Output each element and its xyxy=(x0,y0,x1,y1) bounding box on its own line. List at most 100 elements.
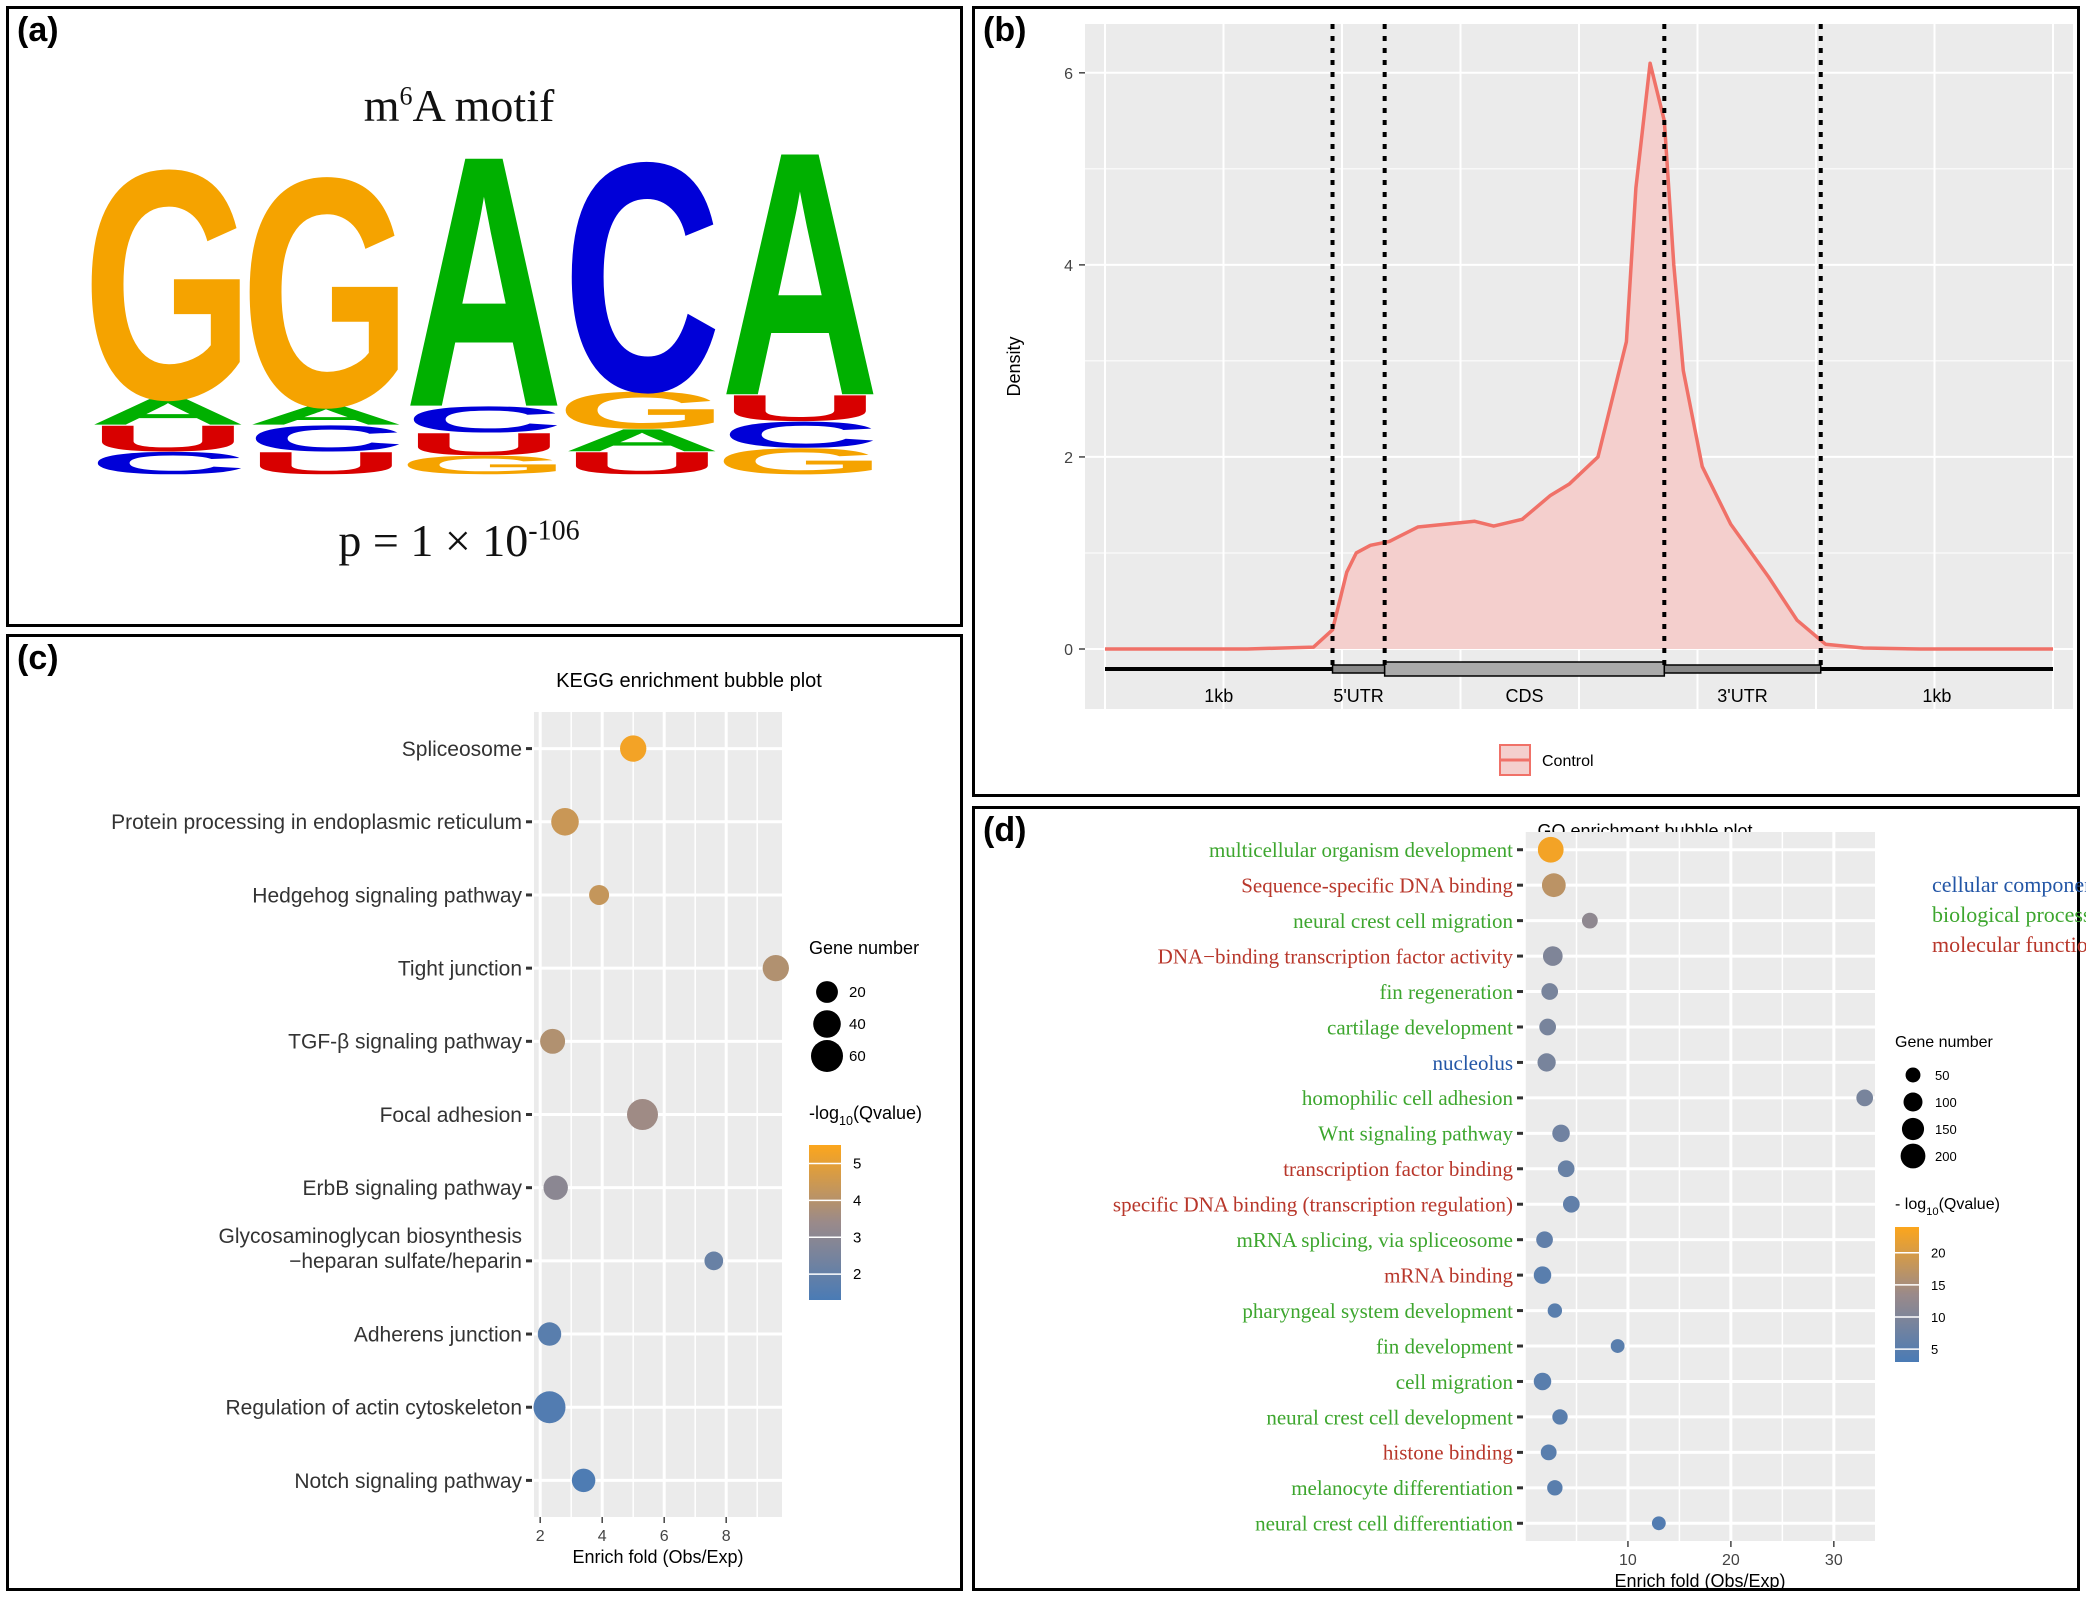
size-legend-key xyxy=(1900,1143,1926,1169)
data-bubble xyxy=(1541,983,1559,1000)
x-tick-label: 4 xyxy=(598,1528,607,1545)
panel-c: (c) KEGG enrichment bubble plot 2 4 6 8 Enric… xyxy=(6,634,963,1591)
data-bubble xyxy=(589,884,610,905)
category-label: fin regeneration xyxy=(1379,980,1513,1004)
size-legend-label: 100 xyxy=(1935,1095,1957,1110)
color-legend-label: 3 xyxy=(853,1229,861,1246)
data-bubble xyxy=(1547,1480,1563,1496)
logo-letter-G: G xyxy=(557,381,728,440)
logo-letter-G: G xyxy=(715,441,886,482)
category-label: mRNA splicing, via spliceosome xyxy=(1237,1228,1513,1252)
category-label: transcription factor binding xyxy=(1283,1157,1513,1181)
data-bubble xyxy=(1540,1444,1557,1461)
category-label: Tight junction xyxy=(398,957,522,980)
x-axis-label: Enrich fold (Obs/Exp) xyxy=(1614,1571,1785,1591)
region-label: CDS xyxy=(1505,686,1543,706)
category-label: multicellular organism development xyxy=(1209,838,1513,862)
logo-letter-U: U xyxy=(405,427,563,462)
legend-label-control: Control xyxy=(1542,753,1594,770)
motif-pvalue-base: p = 1 × 10 xyxy=(338,515,529,566)
x-axis-label: Enrich fold (Obs/Exp) xyxy=(572,1547,743,1567)
data-bubble xyxy=(540,1028,566,1054)
data-bubble xyxy=(1536,1231,1553,1249)
logo-letter-U: U xyxy=(89,418,247,459)
color-legend-title: -log10(Qvalue) xyxy=(809,1103,922,1128)
logo-letter-G: G xyxy=(399,450,570,479)
logo-letter-U: U xyxy=(247,446,405,481)
x-tick-label: 2 xyxy=(536,1528,545,1545)
region-label: 5'UTR xyxy=(1333,686,1383,706)
panel-b: (b) 0 2 4 6 Density 1kb 5'UTR CDS 3'UTR 1kb Contro… xyxy=(972,6,2080,797)
data-bubble xyxy=(1547,1303,1563,1318)
group-legend-bp: biological process xyxy=(1932,902,2086,927)
category-label: mRNA binding xyxy=(1384,1263,1513,1287)
data-bubble xyxy=(1533,1372,1552,1391)
logo-letter-A: A xyxy=(89,391,247,432)
category-label: Wnt signaling pathway xyxy=(1318,1122,1513,1146)
size-legend-label: 50 xyxy=(1935,1068,1949,1083)
logo-letter-G: G xyxy=(83,103,254,468)
x-tick-label: 20 xyxy=(1722,1552,1740,1569)
size-legend-label: 60 xyxy=(849,1048,866,1065)
category-label: Protein processing in endoplasmic reticu… xyxy=(111,811,522,834)
group-legend-cc: cellular component xyxy=(1932,872,2086,897)
data-bubble xyxy=(1610,1339,1625,1353)
color-legend-label: 4 xyxy=(853,1192,861,1209)
region-label: 3'UTR xyxy=(1717,686,1767,706)
data-bubble xyxy=(1552,1124,1570,1143)
motif-title: m6A motif xyxy=(9,79,909,132)
utr3-box xyxy=(1663,664,1822,674)
kegg-bubble-chart: KEGG enrichment bubble plot 2 4 6 8 Enrich fo… xyxy=(111,670,922,1567)
data-bubble xyxy=(533,1391,566,1424)
data-bubble xyxy=(1581,912,1598,929)
category-label: pharyngeal system development xyxy=(1242,1299,1513,1323)
logo-letter-A: A xyxy=(563,423,721,458)
logo-letter-C: C xyxy=(563,96,721,461)
category-label: cartilage development xyxy=(1327,1015,1513,1039)
region-label: 1kb xyxy=(1204,686,1233,706)
x-tick-label: 10 xyxy=(1619,1552,1637,1569)
cds-box xyxy=(1383,661,1666,677)
category-label: TGF-β signaling pathway xyxy=(288,1031,522,1054)
logo-letter-A: A xyxy=(721,78,879,468)
y-tick-label: 4 xyxy=(1064,258,1073,275)
size-legend-key xyxy=(1901,1117,1925,1141)
category-label: histone binding xyxy=(1383,1441,1514,1465)
logo-letter-C: C xyxy=(405,399,563,440)
data-bubble xyxy=(1651,1516,1666,1531)
color-legend-label: 20 xyxy=(1931,1246,1945,1261)
data-bubble xyxy=(1557,1160,1575,1178)
data-bubble xyxy=(620,735,647,762)
data-bubble xyxy=(1537,836,1564,863)
x-tick-label: 8 xyxy=(722,1528,731,1545)
logo-letter-C: C xyxy=(89,446,247,481)
utr5-box xyxy=(1331,664,1386,674)
category-label: Notch signaling pathway xyxy=(294,1470,522,1493)
category-label: −heparan sulfate/heparin xyxy=(289,1250,522,1273)
data-bubble xyxy=(1542,946,1563,966)
category-label: Regulation of actin cytoskeleton xyxy=(225,1397,522,1420)
y-tick-label: 2 xyxy=(1064,450,1073,467)
size-legend-key xyxy=(816,981,838,1003)
logo-letter-C: C xyxy=(721,414,879,455)
x-tick-label: 30 xyxy=(1825,1552,1843,1569)
panel-b-label: (b) xyxy=(983,11,1027,49)
category-label: neural crest cell differentiation xyxy=(1255,1512,1513,1536)
size-legend-key xyxy=(813,1010,841,1038)
density-chart: 0 2 4 6 Density 1kb 5'UTR CDS 3'UTR 1kb Control xyxy=(1004,24,2073,776)
data-bubble xyxy=(1533,1266,1552,1284)
category-label: Hedgehog signaling pathway xyxy=(252,884,522,907)
size-legend-title: Gene number xyxy=(1895,1034,1994,1051)
data-bubble xyxy=(1539,1018,1557,1036)
category-label: homophilic cell adhesion xyxy=(1302,1086,1514,1110)
size-legend-label: 40 xyxy=(849,1016,866,1033)
size-legend-label: 150 xyxy=(1935,1122,1957,1137)
logo-letter-C: C xyxy=(247,418,405,459)
data-bubble xyxy=(762,954,789,982)
data-bubble xyxy=(571,1468,596,1493)
plot-panel-background xyxy=(1525,832,1875,1541)
chart-title: KEGG enrichment bubble plot xyxy=(556,670,822,692)
